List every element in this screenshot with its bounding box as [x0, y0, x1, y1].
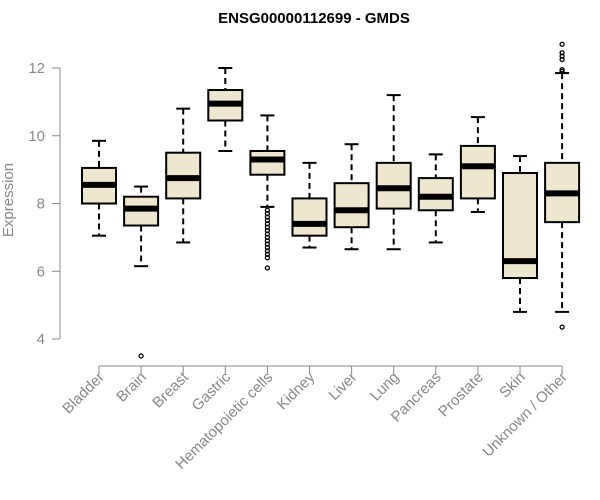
boxes-group: [81, 41, 581, 359]
box-1: [123, 185, 160, 359]
box-7: [375, 94, 412, 251]
outlier-point: [138, 353, 144, 359]
x-tick-label-9: Prostate: [435, 369, 487, 421]
x-tick-label-2: Breast: [149, 368, 192, 411]
box-3: [207, 67, 244, 152]
box-9: [459, 116, 496, 213]
y-axis: 4 6 8 10 12: [28, 60, 61, 348]
outlier-point: [559, 67, 565, 73]
outlier-point: [559, 324, 565, 330]
x-tick-label-6: Liver: [325, 369, 360, 404]
y-tick-label-10: 10: [28, 128, 45, 145]
box-2: [165, 107, 202, 244]
y-tick-label-6: 6: [37, 263, 45, 280]
box-10: [502, 155, 538, 313]
y-tick-label-12: 12: [28, 60, 45, 77]
box-8: [417, 153, 454, 244]
y-tick-label-4: 4: [37, 331, 45, 348]
x-tick-label-0: Bladder: [59, 369, 108, 418]
x-tick-label-5: Kidney: [274, 368, 319, 413]
y-axis-title: Expression: [0, 163, 17, 237]
x-tick-label-10: Skin: [496, 369, 529, 402]
box-rect: [291, 197, 328, 237]
chart-title: ENSG00000112699 - GMDS: [218, 10, 410, 27]
x-tick-label-7: Lung: [367, 369, 403, 405]
box-11: [544, 41, 581, 330]
box-4: [249, 114, 286, 271]
y-tick-label-8: 8: [37, 196, 45, 213]
outlier-point: [264, 255, 271, 261]
box-0: [81, 139, 117, 237]
x-tick-label-1: Brain: [113, 369, 150, 406]
outlier-point: [559, 50, 565, 56]
outlier-point: [559, 41, 565, 47]
box-rect: [249, 149, 286, 176]
box-6: [333, 143, 370, 251]
outlier-point: [264, 265, 271, 271]
box-rect: [459, 144, 496, 200]
box-5: [291, 161, 328, 249]
box-rect: [333, 182, 370, 229]
